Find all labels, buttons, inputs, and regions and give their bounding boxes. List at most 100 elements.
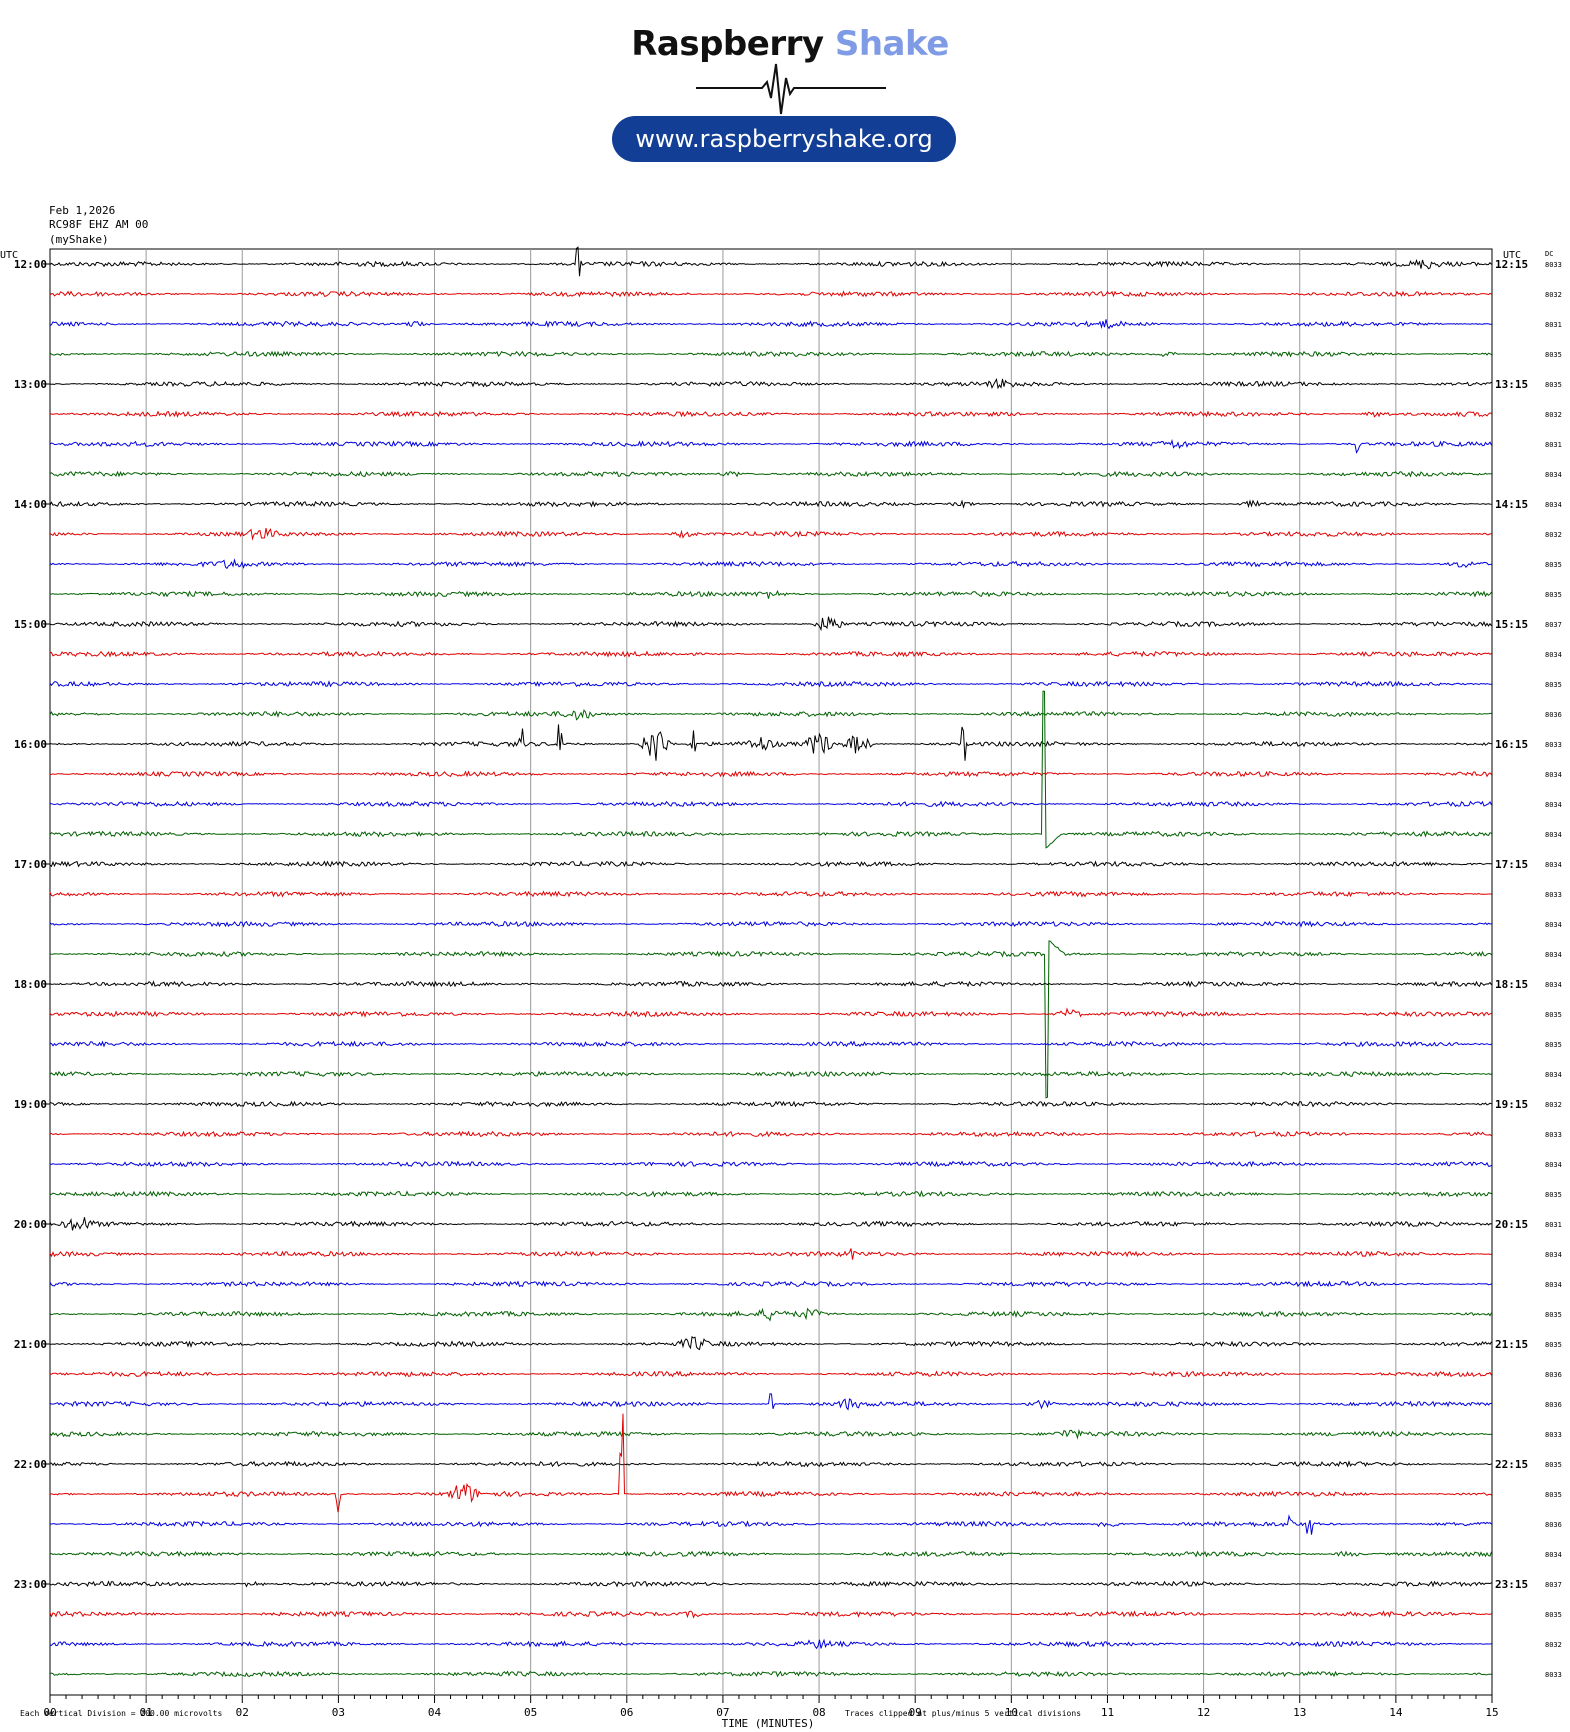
x-tick-label: 05	[524, 1706, 537, 1719]
utc-start-label: 19:00	[14, 1098, 47, 1111]
trace-line	[49, 1007, 1492, 1018]
dc-offset-label: 8034	[1545, 951, 1562, 959]
dc-offset-label: 8034	[1545, 861, 1562, 869]
dc-offset-label: 8035	[1545, 381, 1562, 389]
dc-offset-label: 8035	[1545, 1491, 1562, 1499]
dc-offset-label: 8032	[1545, 411, 1562, 419]
dc-offset-label: 8031	[1545, 321, 1562, 329]
dc-offset-label: 8033	[1545, 1671, 1562, 1679]
trace-line	[49, 470, 1492, 478]
utc-end-label: 15:15	[1495, 618, 1528, 631]
dc-offset-label: 8034	[1545, 921, 1562, 929]
trace-line	[49, 377, 1492, 390]
dc-offset-label: 8035	[1545, 1461, 1562, 1469]
x-axis-label: TIME (MINUTES)	[722, 1717, 815, 1730]
x-tick-label: 03	[332, 1706, 345, 1719]
utc-end-label: 18:15	[1495, 978, 1528, 991]
trace-line	[49, 1189, 1492, 1198]
x-tick-label: 12	[1197, 1706, 1210, 1719]
trace-line	[49, 680, 1492, 688]
utc-end-label: 13:15	[1495, 378, 1528, 391]
utc-start-label: 21:00	[14, 1338, 47, 1351]
trace-line	[49, 1580, 1492, 1588]
x-tick-label: 14	[1389, 1706, 1403, 1719]
x-tick-label: 11	[1101, 1706, 1114, 1719]
utc-start-label: 20:00	[14, 1218, 47, 1231]
dc-offset-label: 8033	[1545, 741, 1562, 749]
x-tick-label: 07	[716, 1706, 729, 1719]
trace-line	[49, 589, 1492, 599]
dc-offset-label: 8035	[1545, 1341, 1562, 1349]
utc-end-label: 14:15	[1495, 498, 1528, 511]
dc-offset-label: 8035	[1545, 1011, 1562, 1019]
trace-line	[49, 1670, 1492, 1678]
trace-line	[49, 800, 1492, 808]
x-tick-label: 02	[236, 1706, 249, 1719]
trace-line	[49, 438, 1492, 454]
dc-offset-label: 8035	[1545, 1041, 1562, 1049]
x-tick-label: 09	[909, 1706, 922, 1719]
trace-line	[49, 527, 1492, 541]
website-url-link[interactable]: www.raspberryshake.org	[612, 116, 956, 162]
dc-offset-label: 8032	[1545, 531, 1562, 539]
dc-offset-label: 8034	[1545, 651, 1562, 659]
trace-line	[49, 1248, 1492, 1260]
trace-line	[49, 1428, 1492, 1440]
trace-line	[49, 709, 1492, 721]
trace-line	[49, 1070, 1492, 1078]
trace-line	[49, 724, 1492, 761]
dc-offset-label: 8035	[1545, 591, 1562, 599]
logo-title: Raspberry Shake	[600, 24, 980, 64]
dc-offset-label: 8031	[1545, 1221, 1562, 1229]
dc-offset-label: 8034	[1545, 1251, 1562, 1259]
x-tick-label: 13	[1293, 1706, 1306, 1719]
dc-offset-label: 8037	[1545, 1581, 1562, 1589]
utc-end-label: 21:15	[1495, 1338, 1528, 1351]
trace-line	[49, 1393, 1492, 1411]
utc-start-label: 13:00	[14, 378, 47, 391]
trace-line	[49, 499, 1492, 509]
dc-offset-label: 8034	[1545, 981, 1562, 989]
utc-end-label: 23:15	[1495, 1578, 1528, 1591]
dc-offset-label: 8034	[1545, 801, 1562, 809]
clip-note: Traces clipped at plus/minus 5 vertical …	[845, 1709, 1081, 1718]
utc-start-label: 23:00	[14, 1578, 47, 1591]
utc-start-label: 14:00	[14, 498, 47, 511]
dc-offset-label: 8036	[1545, 1521, 1562, 1529]
dc-offset-label: 8033	[1545, 261, 1562, 269]
vertical-division-note: Each Vertical Division = 200.00 microvol…	[20, 1709, 222, 1718]
trace-line	[49, 1100, 1492, 1108]
dc-offset-label: 8035	[1545, 1191, 1562, 1199]
trace-line	[49, 860, 1492, 868]
x-tick-label: 08	[812, 1706, 825, 1719]
trace-line	[49, 1040, 1492, 1048]
trace-line	[49, 1217, 1492, 1231]
trace-line	[49, 290, 1492, 298]
dc-offset-label: 8034	[1545, 771, 1562, 779]
x-tick-label: 00	[43, 1706, 56, 1719]
dc-offset-label: 8034	[1545, 471, 1562, 479]
utc-end-label: 20:15	[1495, 1218, 1528, 1231]
trace-line	[49, 1413, 1492, 1513]
dc-offset-label: 8034	[1545, 1281, 1562, 1289]
dc-offset-label: 8036	[1545, 711, 1562, 719]
trace-line	[49, 980, 1492, 988]
dc-offset-label: 8032	[1545, 1101, 1562, 1109]
trace-line	[49, 616, 1492, 632]
x-tick-label: 06	[620, 1706, 633, 1719]
trace-line	[49, 1638, 1492, 1650]
trace-line	[50, 770, 1492, 778]
station-id: RC98F EHZ AM 00	[49, 218, 149, 231]
left-axis-label: UTC	[0, 250, 18, 261]
trace-line	[49, 1460, 1492, 1468]
trace-line	[49, 246, 1492, 277]
dc-offset-label: 8034	[1545, 1071, 1562, 1079]
dc-offset-label: 8035	[1545, 351, 1562, 359]
trace-line	[49, 940, 1492, 1099]
trace-line	[49, 558, 1492, 570]
utc-end-label: 22:15	[1495, 1458, 1528, 1471]
dc-offset-label: 8035	[1545, 1311, 1562, 1319]
logo-word-shake: Shake	[834, 24, 949, 64]
trace-line	[49, 650, 1492, 658]
